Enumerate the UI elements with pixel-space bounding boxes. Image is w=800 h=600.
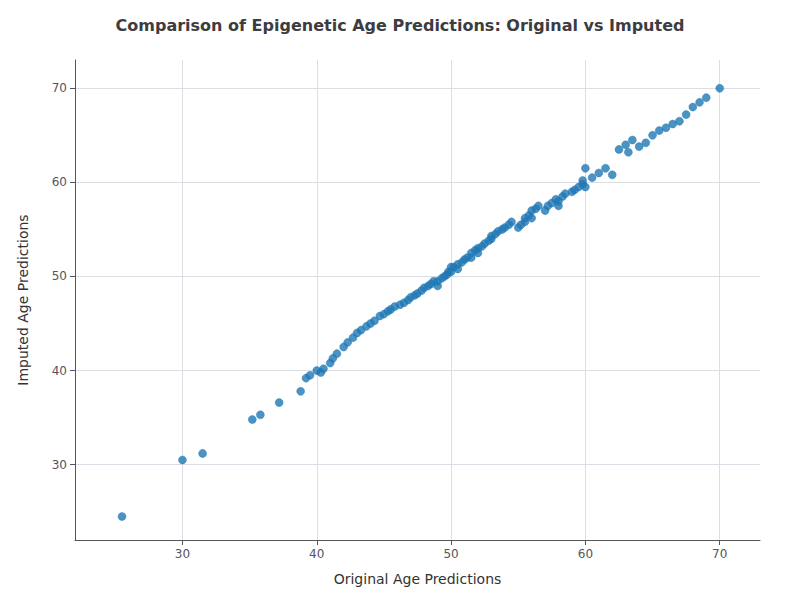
svg-text:50: 50 [52,269,67,283]
svg-text:Original Age Predictions: Original Age Predictions [334,571,502,587]
svg-text:60: 60 [578,547,593,561]
svg-text:30: 30 [52,458,67,472]
svg-text:50: 50 [443,547,458,561]
svg-text:30: 30 [175,547,190,561]
svg-text:Imputed Age Predictions: Imputed Age Predictions [15,214,31,385]
svg-text:70: 70 [712,547,727,561]
svg-text:60: 60 [52,175,67,189]
svg-text:40: 40 [52,364,67,378]
svg-text:70: 70 [52,81,67,95]
svg-text:Comparison of Epigenetic Age P: Comparison of Epigenetic Age Predictions… [116,16,685,35]
svg-text:40: 40 [309,547,324,561]
